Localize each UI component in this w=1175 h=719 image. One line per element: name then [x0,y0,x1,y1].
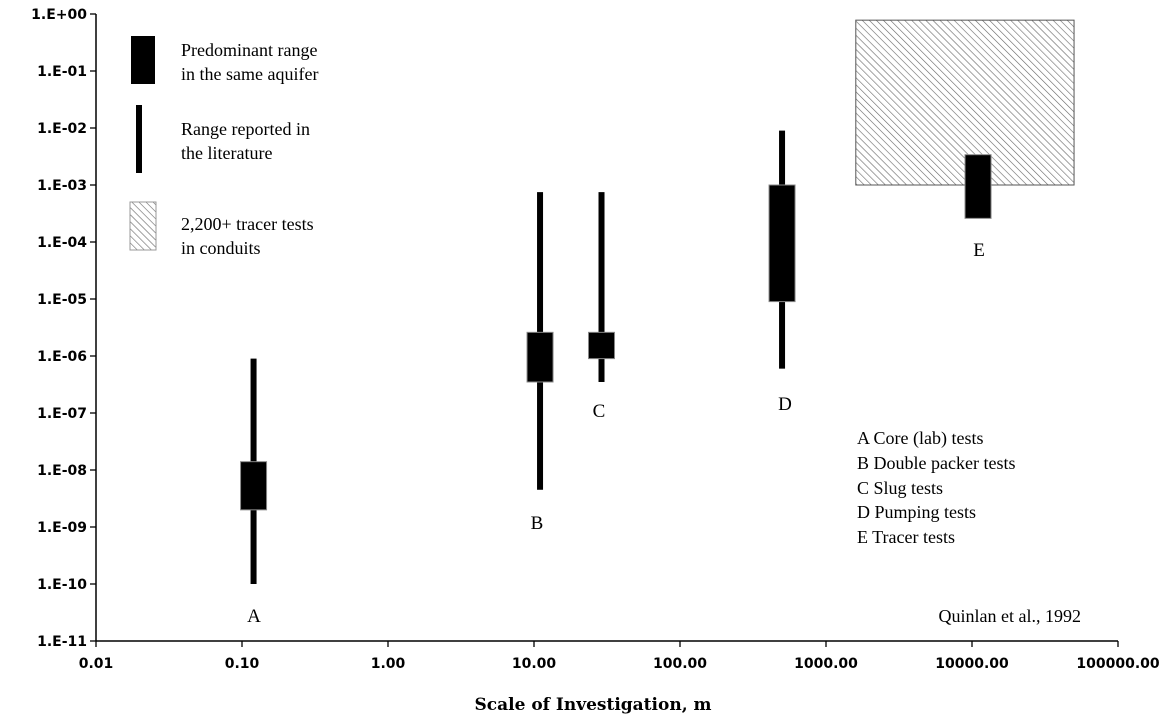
legend-swatch-predominant [131,36,155,84]
x-tick-label: 100000.00 [1076,656,1160,672]
series-label-b: B [531,513,544,534]
series-group: A B C D E [240,130,992,627]
x-tick-label: 10000.00 [935,656,1009,672]
y-tick-label: 1.E-08 [37,463,87,479]
y-tick-label: 1.E-04 [37,235,87,251]
y-tick-label: 1.E-05 [37,292,87,308]
x-tick-label: 100.00 [653,656,707,672]
y-tick-label: 1.E-01 [37,64,87,80]
predominant-range-box-a [240,461,268,511]
x-tick-label: 0.01 [79,656,114,672]
legend-swatch-hatched [129,201,157,251]
x-tick-label: 0.10 [225,656,260,672]
y-tick-labels: 1.E+00 1.E-01 1.E-02 1.E-03 1.E-04 1.E-05 1.E-… [31,7,87,650]
y-tick-label: 1.E-09 [37,520,87,536]
x-tick-label: 1000.00 [794,656,858,672]
series-label-a: A [247,606,261,627]
key-e: E Tracer tests [857,527,955,547]
y-tick-label: 1.E-11 [37,634,87,650]
predominant-range-box-b [526,331,554,383]
predominant-range-box-d [768,184,796,303]
legend: Predominant range in the same aquifer Ra… [129,36,318,258]
y-tick-label: 1.E-07 [37,406,87,422]
y-tick-label: 1.E-06 [37,349,87,365]
legend-predominant-line2: in the same aquifer [181,64,318,84]
x-tick-labels: 0.01 0.10 1.00 10.00 100.00 1000.00 10000.00 10… [79,656,1160,672]
y-tick-label: 1.E-10 [37,577,87,593]
legend-reported-line1: Range reported in [181,119,310,139]
y-tick-label: 1.E-02 [37,121,87,137]
y-tick-label: 1.E+00 [31,7,87,23]
source-note: Quinlan et al., 1992 [939,606,1081,626]
x-axis-title: Scale of Investigation, m [474,695,711,715]
predominant-range-box-c [588,331,616,360]
legend-hatched-line1: 2,200+ tracer tests [181,214,314,234]
series-label-d: D [778,394,792,415]
legend-reported-line2: the literature [181,143,272,163]
legend-swatch-reported [136,105,142,173]
predominant-range-box-e [964,154,992,219]
key-d: D Pumping tests [857,502,976,522]
legend-hatched-line2: in conduits [181,238,261,258]
key-c: C Slug tests [857,478,943,498]
series-label-c: C [593,401,606,422]
key-b: B Double packer tests [857,453,1015,473]
key-a: A Core (lab) tests [857,428,983,449]
y-tick-label: 1.E-03 [37,178,87,194]
series-label-e: E [973,240,985,261]
legend-predominant-line1: Predominant range [181,40,317,60]
x-tick-label: 1.00 [371,656,406,672]
test-type-key: A Core (lab) tests B Double packer tests… [857,428,1015,547]
x-tick-label: 10.00 [512,656,557,672]
axes [90,13,1119,647]
reported-range-bar-c [598,192,605,382]
